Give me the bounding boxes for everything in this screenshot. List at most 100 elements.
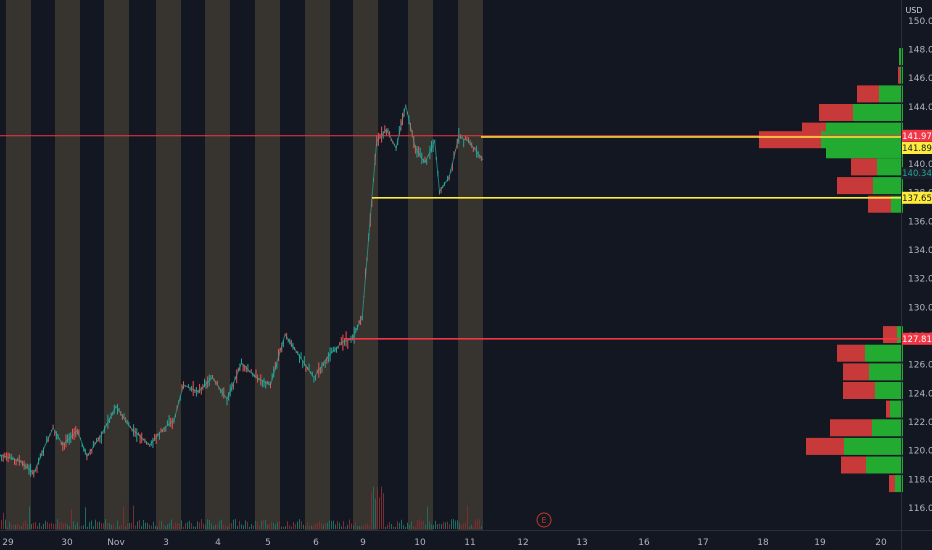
volume-bar [199,522,200,529]
volume-bar [137,521,138,529]
volume-bar [237,526,238,529]
volume-bar [105,519,106,529]
volume-bar [463,523,464,529]
volume-bar [15,524,16,529]
volume-bar [433,525,434,529]
volume-bar [241,524,242,529]
volume-bar [353,525,354,529]
x-tick-label: 4 [215,538,221,548]
volume-bar [269,523,270,529]
volume-bar [233,519,234,529]
profile-buy-bar [873,177,903,195]
volume-bar [185,523,186,529]
volume-bar [299,519,300,529]
session-band [458,0,483,530]
x-tick-label: 12 [517,538,528,548]
volume-bar [367,523,368,529]
x-tick-label: 11 [464,538,475,548]
volume-bar [363,524,364,529]
time-axis[interactable]: 29 30 Nov 3 4 5 6 9 10 11 12 13 16 17 18 19 20 [2,538,887,548]
session-bands [6,0,483,530]
volume-bar [125,526,126,529]
volume-bar [369,525,370,529]
volume-bar [123,506,124,529]
volume-bar [263,519,264,529]
profile-sell-bar [806,437,844,455]
volume-bar [69,526,70,529]
volume-bar [287,521,288,529]
volume-bar [319,521,320,529]
session-band [408,0,433,530]
volume-bar [21,526,22,529]
volume-bar [191,523,192,529]
volume-bar [293,522,294,529]
profile-buy-bar [895,475,903,493]
volume-bar [159,520,160,529]
volume-bar [379,497,380,529]
earnings-marker[interactable]: E [536,512,552,528]
volume-bar [457,520,458,529]
earnings-marker-label: E [541,516,546,525]
volume-bar [143,520,144,529]
volume-bar [41,525,42,529]
x-tick-label: 19 [814,538,826,548]
volume-bar [389,522,390,529]
volume-bar [155,525,156,529]
volume-bar [395,526,396,529]
volume-bar [479,519,480,529]
volume-bar [341,526,342,529]
volume-bar [345,527,346,529]
x-tick-label: 6 [313,538,319,548]
profile-sell-bar [851,158,877,176]
volume-bar [141,526,142,529]
volume-bar [441,524,442,529]
volume-bar [393,526,394,529]
volume-bar [383,493,384,529]
session-band [255,0,280,530]
profile-sell-bar [841,456,866,474]
x-tick-label: 16 [638,538,650,548]
volume-bar [397,521,398,529]
volume-bar [163,523,164,529]
volume-bar [351,523,352,529]
volume-bar [371,492,372,529]
volume-bar [427,506,428,529]
volume-bar [75,524,76,529]
x-tick-label: 3 [163,538,169,548]
volume-bar [221,519,222,529]
volume-bar [473,526,474,529]
volume-bar [285,526,286,529]
profile-sell-bar [883,326,897,344]
y-tick-label: 140.00 [908,160,932,170]
volume-bar [95,519,96,529]
profile-sell-bar [889,475,895,493]
volume-bar [255,520,256,529]
volume-bar [211,523,212,529]
volume-bar [281,526,282,529]
volume-bar [145,522,146,529]
volume-bar [327,522,328,529]
volume-bar [151,525,152,529]
x-tick-label: 18 [757,538,769,548]
last-price-label: 140.34 [902,169,932,179]
horizontal-lines[interactable] [0,135,902,340]
volume-bar [355,522,356,529]
profile-buy-bar [866,456,903,474]
volume-bar [25,520,26,529]
volume-bar [425,524,426,529]
volume-bar [271,521,272,529]
volume-bar [391,524,392,529]
volume-bar [235,519,236,529]
volume-bar [109,523,110,529]
volume-bar [399,522,400,529]
volume-bar [283,526,284,529]
volume-bar [121,525,122,529]
volume-bar [409,524,410,529]
volume-bar [401,519,402,529]
profile-buy-bar [890,400,903,418]
volume-bar [445,522,446,529]
volume-bar [113,524,114,529]
session-band [156,0,181,530]
volume-bar [99,521,100,529]
